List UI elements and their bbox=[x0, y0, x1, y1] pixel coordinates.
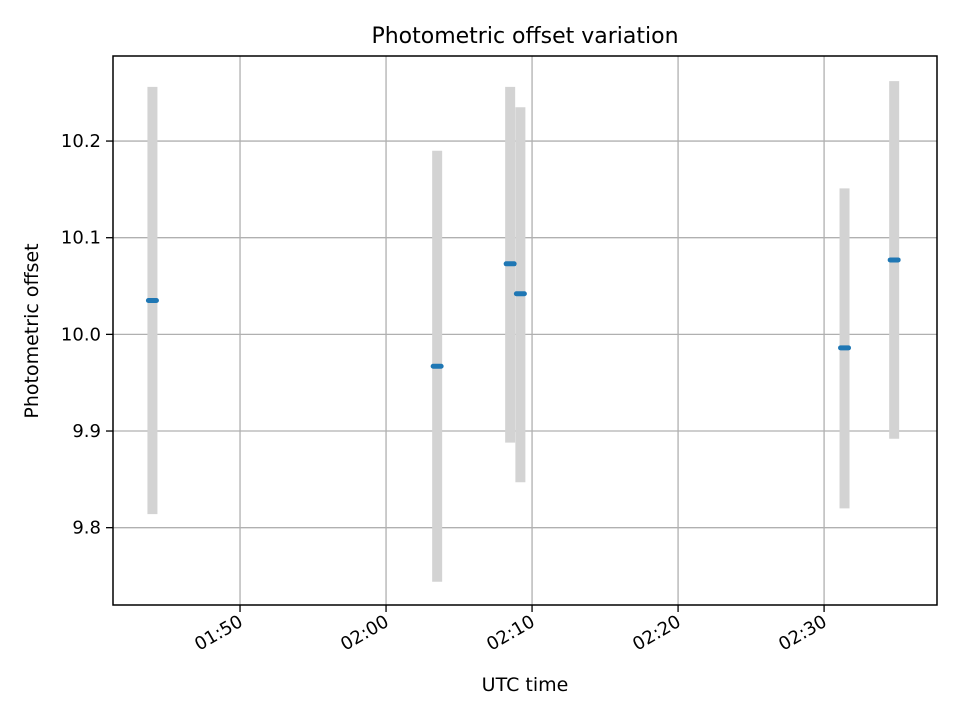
y-tick-label: 9.9 bbox=[72, 421, 101, 442]
x-tick-label: 02:10 bbox=[483, 611, 538, 655]
y-tick-label: 10.2 bbox=[61, 131, 101, 152]
y-axis-ticks: 9.8 9.9 10.0 10.1 10.2 bbox=[61, 131, 113, 539]
x-tick-label: 01:50 bbox=[191, 611, 246, 655]
plot-frame bbox=[112, 55, 938, 606]
x-tick-label: 02:00 bbox=[337, 611, 392, 655]
y-tick-label: 9.8 bbox=[72, 518, 101, 539]
y-tick-label: 10.0 bbox=[61, 324, 101, 345]
chart-title: Photometric offset variation bbox=[371, 24, 678, 49]
data-points bbox=[145, 257, 901, 369]
x-tick-label: 02:30 bbox=[775, 611, 830, 655]
y-tick-label: 10.1 bbox=[61, 228, 101, 249]
x-tick-label: 02:20 bbox=[629, 611, 684, 655]
x-axis-label: UTC time bbox=[482, 674, 569, 696]
y-axis-label: Photometric offset bbox=[21, 243, 43, 418]
error-bars bbox=[147, 81, 900, 582]
x-axis-ticks: 01:50 02:00 02:10 02:20 02:30 bbox=[191, 605, 831, 655]
